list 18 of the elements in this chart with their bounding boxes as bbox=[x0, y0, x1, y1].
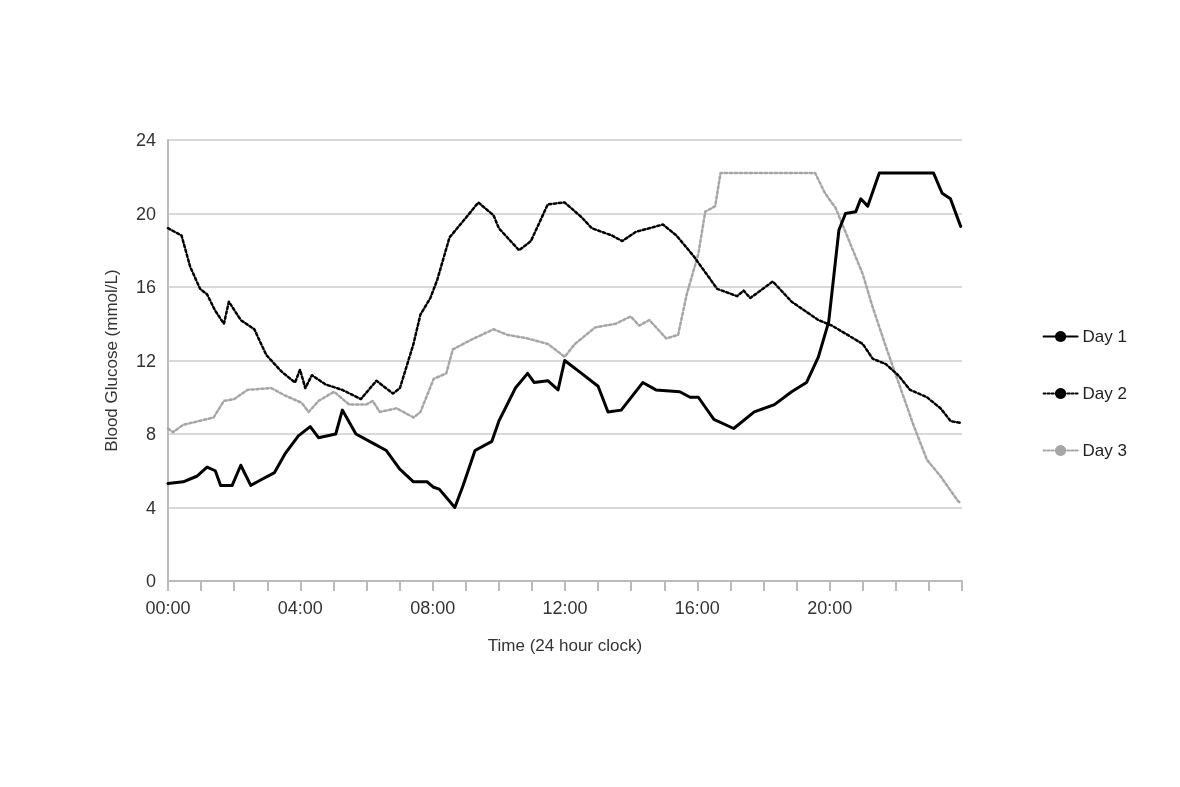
x-tick-label: 04:00 bbox=[277, 598, 323, 618]
x-tick-label: 00:00 bbox=[145, 598, 191, 618]
x-tick-label: 16:00 bbox=[674, 598, 720, 618]
x-axis-title: Time (24 hour clock) bbox=[487, 636, 643, 655]
y-tick-label: 16 bbox=[135, 277, 156, 297]
legend-label: Day 3 bbox=[1082, 441, 1128, 460]
y-tick-label: 0 bbox=[145, 571, 156, 591]
y-tick-label: 20 bbox=[135, 203, 156, 224]
y-tick-label: 24 bbox=[135, 130, 156, 150]
x-tick-label: 20:00 bbox=[807, 598, 853, 618]
y-tick-label: 12 bbox=[135, 350, 156, 371]
x-tick-label: 08:00 bbox=[410, 598, 456, 618]
x-tick-label: 12:00 bbox=[542, 598, 588, 618]
y-axis-title: Blood Glucose (mmol/L) bbox=[102, 269, 121, 452]
y-tick-label: 8 bbox=[145, 424, 156, 444]
legend-label: Day 2 bbox=[1082, 384, 1128, 403]
legend-label: Day 1 bbox=[1082, 327, 1128, 346]
y-tick-label: 4 bbox=[145, 497, 156, 518]
